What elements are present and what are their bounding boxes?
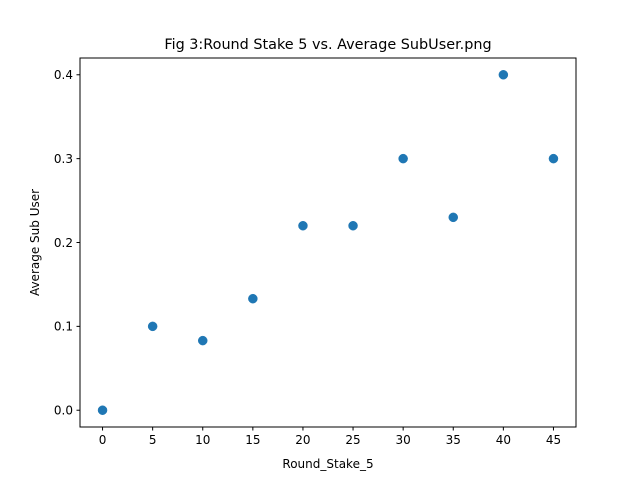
- data-point: [498, 70, 509, 80]
- x-tick-label: 20: [295, 433, 310, 447]
- x-axis-ticks: 0 5 10 15 20 25 30 35 40 45: [99, 427, 561, 447]
- data-point: [97, 405, 108, 415]
- y-axis-label: Average Sub User: [28, 189, 42, 296]
- points-layer: [97, 70, 559, 415]
- data-point: [548, 153, 559, 164]
- data-point: [248, 293, 258, 304]
- data-point: [298, 220, 308, 231]
- x-axis-label: Round_Stake_5: [282, 457, 373, 471]
- y-tick-label: 0.3: [54, 152, 73, 166]
- x-tick-label: 0: [99, 433, 107, 447]
- x-tick-label: 30: [396, 433, 411, 447]
- x-tick-label: 25: [345, 433, 360, 447]
- x-tick-label: 40: [496, 433, 511, 447]
- x-tick-label: 5: [149, 433, 157, 447]
- data-point: [147, 321, 158, 332]
- y-tick-label: 0.1: [54, 320, 73, 334]
- data-point: [348, 220, 358, 231]
- data-point: [448, 212, 459, 223]
- x-tick-label: 35: [446, 433, 461, 447]
- x-tick-label: 45: [546, 433, 561, 447]
- x-tick-label: 15: [245, 433, 260, 447]
- y-tick-label: 0.2: [54, 236, 73, 250]
- data-point: [398, 153, 408, 164]
- y-tick-label: 0.0: [54, 404, 73, 418]
- y-tick-label: 0.4: [54, 68, 73, 82]
- y-axis-ticks: 0.0 0.1 0.2 0.3 0.4: [54, 68, 80, 418]
- chart-title: Fig 3:Round Stake 5 vs. Average SubUser.…: [164, 37, 491, 53]
- x-tick-label: 10: [195, 433, 210, 447]
- data-point: [197, 335, 208, 346]
- plot-area-frame: [79, 57, 577, 428]
